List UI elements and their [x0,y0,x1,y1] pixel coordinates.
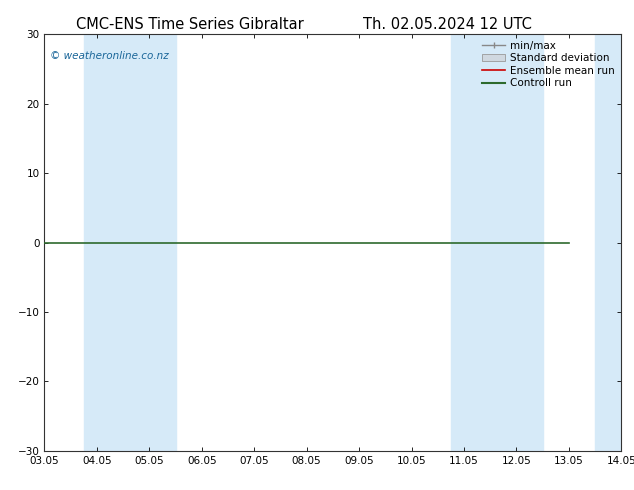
Text: Th. 02.05.2024 12 UTC: Th. 02.05.2024 12 UTC [363,17,531,32]
Bar [490,34,543,451]
Bar [123,34,176,451]
Bar [451,34,490,451]
Text: CMC-ENS Time Series Gibraltar: CMC-ENS Time Series Gibraltar [76,17,304,32]
Legend: min/max, Standard deviation, Ensemble mean run, Controll run: min/max, Standard deviation, Ensemble me… [478,36,619,93]
Bar [84,34,123,451]
Bar [595,34,632,451]
Text: © weatheronline.co.nz: © weatheronline.co.nz [50,51,169,61]
